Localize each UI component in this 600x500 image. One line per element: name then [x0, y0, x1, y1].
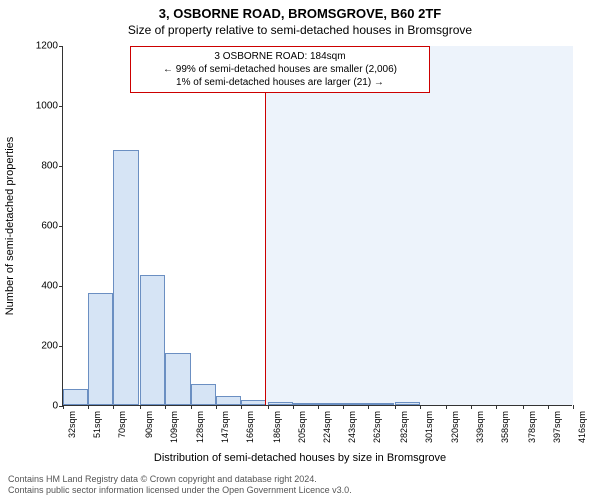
marker-line: [265, 46, 266, 405]
y-tick-label: 400: [41, 281, 58, 292]
y-tick: [59, 226, 63, 227]
x-tick-label: 109sqm: [169, 411, 179, 443]
x-tick-label: 358sqm: [500, 411, 510, 443]
footer-attribution: Contains HM Land Registry data © Crown c…: [8, 474, 352, 497]
y-tick-label: 0: [52, 401, 58, 412]
x-tick-label: 70sqm: [117, 411, 127, 438]
x-tick-label: 32sqm: [67, 411, 77, 438]
info-box-line3: 1% of semi-detached houses are larger (2…: [137, 76, 423, 89]
histogram-bar: [318, 403, 343, 405]
page-subtitle: Size of property relative to semi-detach…: [0, 21, 600, 37]
histogram-bar: [191, 384, 216, 405]
y-tick: [59, 166, 63, 167]
x-tick: [573, 405, 574, 409]
x-tick: [548, 405, 549, 409]
info-box: 3 OSBORNE ROAD: 184sqm ← 99% of semi-det…: [130, 46, 430, 93]
x-tick-label: 320sqm: [450, 411, 460, 443]
x-tick-label: 147sqm: [220, 411, 230, 443]
x-tick-label: 128sqm: [195, 411, 205, 443]
x-tick-label: 301sqm: [424, 411, 434, 443]
y-tick-label: 200: [41, 341, 58, 352]
shaded-region: [265, 46, 573, 405]
y-tick: [59, 286, 63, 287]
x-tick-label: 224sqm: [322, 411, 332, 443]
x-tick-label: 262sqm: [372, 411, 382, 443]
x-tick-label: 166sqm: [245, 411, 255, 443]
histogram-bar: [165, 353, 190, 406]
x-tick-label: 416sqm: [577, 411, 587, 443]
x-tick: [318, 405, 319, 409]
x-tick: [63, 405, 64, 409]
info-box-line1: 3 OSBORNE ROAD: 184sqm: [137, 50, 423, 63]
x-tick: [191, 405, 192, 409]
x-tick-label: 90sqm: [144, 411, 154, 438]
info-box-line2: ← 99% of semi-detached houses are smalle…: [137, 63, 423, 76]
x-tick: [88, 405, 89, 409]
histogram-bar: [88, 293, 113, 406]
x-tick-label: 186sqm: [272, 411, 282, 443]
footer-line2: Contains public sector information licen…: [8, 485, 352, 496]
histogram-bar: [216, 396, 241, 405]
x-tick: [268, 405, 269, 409]
histogram-bar: [368, 403, 393, 405]
x-tick: [216, 405, 217, 409]
y-tick: [59, 106, 63, 107]
histogram-bar: [140, 275, 165, 406]
x-tick: [293, 405, 294, 409]
x-tick: [471, 405, 472, 409]
histogram-bar: [343, 403, 368, 405]
x-tick: [446, 405, 447, 409]
y-tick-label: 600: [41, 221, 58, 232]
x-tick-label: 378sqm: [527, 411, 537, 443]
footer-line1: Contains HM Land Registry data © Crown c…: [8, 474, 352, 485]
histogram-bar: [241, 400, 266, 405]
x-axis-label: Distribution of semi-detached houses by …: [0, 452, 600, 464]
histogram-bar: [395, 402, 420, 405]
x-tick: [113, 405, 114, 409]
x-tick-label: 339sqm: [475, 411, 485, 443]
x-tick-label: 282sqm: [399, 411, 409, 443]
x-tick: [395, 405, 396, 409]
page-title: 3, OSBORNE ROAD, BROMSGROVE, B60 2TF: [0, 0, 600, 21]
chart-container: 3, OSBORNE ROAD, BROMSGROVE, B60 2TF Siz…: [0, 0, 600, 500]
x-tick: [496, 405, 497, 409]
histogram-plot: 02004006008001000120032sqm51sqm70sqm90sq…: [62, 46, 572, 406]
histogram-bar: [268, 402, 293, 405]
y-tick: [59, 346, 63, 347]
y-tick-label: 1000: [36, 101, 58, 112]
y-tick: [59, 46, 63, 47]
histogram-bar: [63, 389, 88, 406]
x-tick: [343, 405, 344, 409]
x-tick-label: 205sqm: [297, 411, 307, 443]
x-tick-label: 397sqm: [552, 411, 562, 443]
x-tick: [241, 405, 242, 409]
x-tick-label: 51sqm: [92, 411, 102, 438]
y-axis-label: Number of semi-detached properties: [4, 137, 16, 316]
x-tick: [165, 405, 166, 409]
x-tick: [420, 405, 421, 409]
histogram-bar: [113, 150, 138, 405]
x-tick: [523, 405, 524, 409]
histogram-bar: [293, 403, 318, 405]
y-tick-label: 1200: [36, 41, 58, 52]
x-tick: [140, 405, 141, 409]
x-tick: [368, 405, 369, 409]
y-tick-label: 800: [41, 161, 58, 172]
x-tick-label: 243sqm: [347, 411, 357, 443]
